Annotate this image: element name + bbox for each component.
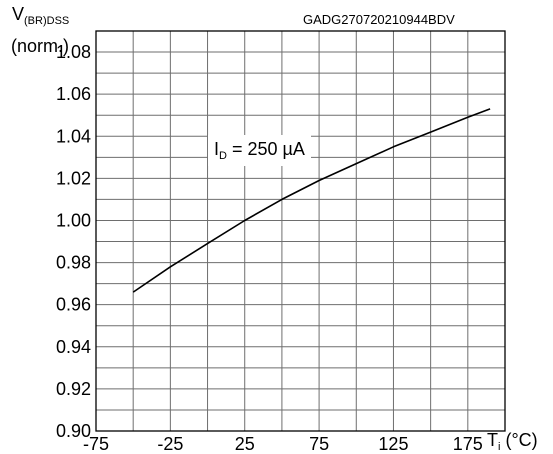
x-tick-labels: -75 -25 25 75 125 175 [83, 434, 483, 454]
x-tick-label: 25 [235, 434, 255, 454]
figure-code: GADG270720210944BDV [303, 12, 455, 27]
y-tick-label: 0.94 [56, 337, 91, 357]
y-tick-label: 1.08 [56, 42, 91, 62]
x-tick-label: 175 [453, 434, 483, 454]
annotation-rest: = 250 µA [226, 139, 305, 159]
horizontal-gridlines [96, 51, 505, 411]
series [132, 108, 491, 293]
y-tick-label: 0.96 [56, 295, 91, 315]
x-tick-label: -25 [157, 434, 183, 454]
y-tick-label: 1.04 [56, 126, 91, 146]
x-axis-label: Ti (°C) [487, 430, 538, 453]
annotation-subscript: D [219, 150, 227, 162]
y-axis-label-subscript: (BR)DSS [24, 15, 70, 27]
y-axis-label-main: V [12, 4, 25, 24]
x-axis-label-subscript: i [498, 441, 501, 453]
y-tick-label: 0.98 [56, 253, 91, 273]
vertical-gridlines [132, 31, 469, 431]
x-tick-label: 75 [309, 434, 329, 454]
y-tick-label: 0.90 [56, 421, 91, 441]
y-tick-label: 1.06 [56, 84, 91, 104]
x-tick-label: -75 [83, 434, 109, 454]
annotation-label: ID = 250 µA [208, 135, 311, 166]
y-tick-label: 1.00 [56, 210, 91, 230]
y-tick-label: 1.02 [56, 168, 91, 188]
series-line [132, 108, 491, 293]
y-axis-unit: (norm.) [11, 36, 69, 56]
y-tick-labels: 0.90 0.92 0.94 0.96 0.98 1.00 1.02 1.04 1.06 1.08 [56, 42, 91, 441]
x-axis-label-main: T [487, 430, 498, 450]
annotation-main: I [214, 139, 220, 159]
axes [95, 30, 506, 432]
x-tick-label: 125 [378, 434, 408, 454]
x-axis-label-unit: (°C) [500, 430, 538, 450]
y-axis-label: V(BR)DSS [12, 4, 69, 27]
y-tick-label: 0.92 [56, 379, 91, 399]
plot-frame [95, 30, 506, 432]
